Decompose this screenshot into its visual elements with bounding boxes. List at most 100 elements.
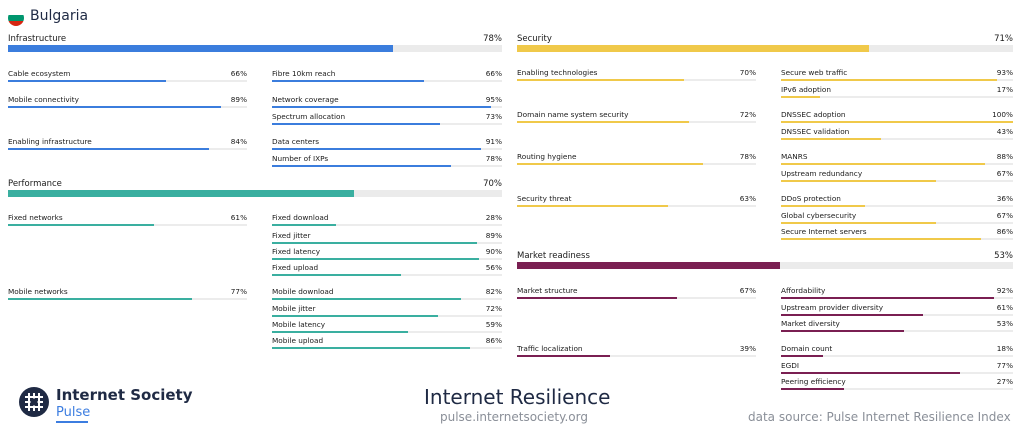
security-group-2-sub-1-label: Upstream redundancy [781, 169, 863, 178]
performance-group-0-sub-0-pct: 28% [485, 213, 502, 222]
flag-stripe-red [8, 20, 24, 26]
market-group-1-sub-0-track [781, 355, 1013, 357]
security-group-3-sub-0-pct: 36% [996, 194, 1013, 203]
infrastructure-group-1-sub-0-pct: 95% [485, 95, 502, 104]
security-group-1-sub-0-bar [781, 121, 1013, 123]
infrastructure-group-1-sub-1-pct: 73% [485, 112, 502, 121]
infrastructure-group-2-bar [8, 148, 209, 150]
security-group-0-pct: 70% [739, 68, 756, 77]
security-group-3-sub-1-bar [781, 222, 937, 224]
performance-group-0-sub-2-bar [272, 258, 479, 260]
performance-group-0-pct: 61% [230, 213, 247, 222]
internet-society-logo-icon [19, 387, 49, 417]
performance-group-1-bar [8, 298, 192, 300]
section-infrastructure-bar [8, 45, 394, 52]
market-group-0-sub-1-bar [781, 314, 923, 316]
infrastructure-group-2-sub-0-bar [272, 148, 482, 150]
infrastructure-group-2-sub-1-bar [272, 165, 452, 167]
section-market-pct: 53% [994, 251, 1013, 261]
security-group-0-sub-1-label: IPv6 adoption [781, 85, 832, 94]
performance-group-0-sub-2-pct: 90% [485, 247, 502, 256]
performance-group-1-sub-1-pct: 72% [485, 304, 502, 313]
market-group-1-sub-0-label: Domain count [781, 344, 833, 353]
performance-group-0-sub-3-pct: 56% [485, 263, 502, 272]
performance-group-1-label: Mobile networks [8, 287, 68, 296]
infrastructure-group-1-sub-0-label: Network coverage [272, 95, 339, 104]
security-group-1-bar [517, 121, 690, 123]
security-group-0-sub-1-pct: 17% [996, 85, 1013, 94]
infrastructure-group-0-label: Cable ecosystem [8, 69, 71, 78]
security-group-2-pct: 78% [739, 152, 756, 161]
footer-source: data source: Pulse Internet Resilience I… [748, 410, 1011, 424]
market-group-1-label: Traffic localization [517, 344, 583, 353]
security-group-2-sub-0-label: MANRS [781, 152, 808, 161]
performance-group-1-sub-0-bar [272, 298, 461, 300]
performance-group-1-sub-2-label: Mobile latency [272, 320, 326, 329]
market-group-1-sub-1-label: EGDI [781, 361, 800, 370]
market-group-1-sub-2-track [781, 388, 1013, 390]
market-group-0-pct: 67% [739, 286, 756, 295]
infrastructure-group-1-sub-1-label: Spectrum allocation [272, 112, 346, 121]
market-group-0-sub-2-label: Market diversity [781, 319, 840, 328]
section-performance-title: Performance [8, 179, 62, 189]
performance-group-0-bar [8, 224, 154, 226]
security-group-0-sub-1-track [781, 96, 1013, 98]
performance-group-1-sub-3-bar [272, 347, 470, 349]
performance-group-0-sub-0-bar [272, 224, 337, 226]
security-group-0-sub-0-bar [781, 79, 997, 81]
performance-group-0-sub-3-label: Fixed upload [272, 263, 319, 272]
infrastructure-group-0-sub-0-label: Fibre 10km reach [272, 69, 336, 78]
market-group-0-sub-1-pct: 61% [996, 303, 1013, 312]
security-group-3-sub-0-label: DDoS protection [781, 194, 841, 203]
security-group-0-bar [517, 79, 685, 81]
performance-group-0-sub-0-label: Fixed download [272, 213, 329, 222]
market-group-0-sub-0-bar [781, 297, 995, 299]
security-group-1-pct: 72% [739, 110, 756, 119]
security-group-1-sub-1-label: DNSSEC validation [781, 127, 850, 136]
performance-group-1-sub-1-bar [272, 315, 438, 317]
infrastructure-group-0-sub-0-bar [272, 80, 424, 82]
market-group-1-sub-2-pct: 27% [996, 377, 1013, 386]
infrastructure-group-1-pct: 89% [230, 95, 247, 104]
security-group-2-label: Routing hygiene [517, 152, 577, 161]
infrastructure-group-2-sub-1-label: Number of IXPs [272, 154, 329, 163]
market-group-1-sub-1-pct: 77% [996, 361, 1013, 370]
performance-group-0-label: Fixed networks [8, 213, 63, 222]
market-group-1-sub-2-bar [781, 388, 844, 390]
security-group-1-sub-0-label: DNSSEC adoption [781, 110, 846, 119]
performance-group-1-sub-2-pct: 59% [485, 320, 502, 329]
security-group-2-sub-0-bar [781, 163, 986, 165]
section-performance-pct: 70% [483, 179, 502, 189]
performance-group-0-sub-2-label: Fixed latency [272, 247, 321, 256]
infrastructure-group-2-sub-1-pct: 78% [485, 154, 502, 163]
security-group-2-sub-1-bar [781, 180, 937, 182]
footer-url[interactable]: pulse.internetsociety.org [440, 410, 588, 424]
market-group-0-sub-2-pct: 53% [996, 319, 1013, 328]
section-performance-bar [8, 190, 354, 197]
security-group-3-sub-2-bar [781, 238, 981, 240]
flag-stripe-green [8, 15, 24, 21]
section-market-title: Market readiness [517, 251, 590, 261]
infrastructure-group-0-pct: 66% [230, 69, 247, 78]
performance-group-1-sub-1-label: Mobile jitter [272, 304, 316, 313]
security-group-0-sub-1-bar [781, 96, 821, 98]
section-market-bar [517, 262, 780, 269]
security-group-1-sub-1-pct: 43% [996, 127, 1013, 136]
performance-group-1-sub-0-pct: 82% [485, 287, 502, 296]
performance-group-1-sub-0-label: Mobile download [272, 287, 334, 296]
performance-group-1-pct: 77% [230, 287, 247, 296]
infrastructure-group-2-pct: 84% [230, 137, 247, 146]
performance-group-1-sub-2-bar [272, 331, 408, 333]
section-infrastructure-title: Infrastructure [8, 34, 67, 44]
infrastructure-group-2-sub-0-label: Data centers [272, 137, 320, 146]
infrastructure-group-1-sub-0-bar [272, 106, 491, 108]
flag-stripe-white [8, 10, 24, 16]
logo-underline [56, 421, 88, 423]
market-group-0-sub-0-pct: 92% [996, 286, 1013, 295]
logo-sub: Pulse [56, 405, 91, 420]
security-group-2-sub-0-pct: 88% [996, 152, 1013, 161]
infrastructure-group-2-label: Enabling infrastructure [8, 137, 92, 146]
market-group-1-bar [517, 355, 611, 357]
market-group-1-sub-0-pct: 18% [996, 344, 1013, 353]
infrastructure-group-0-sub-0-pct: 66% [485, 69, 502, 78]
